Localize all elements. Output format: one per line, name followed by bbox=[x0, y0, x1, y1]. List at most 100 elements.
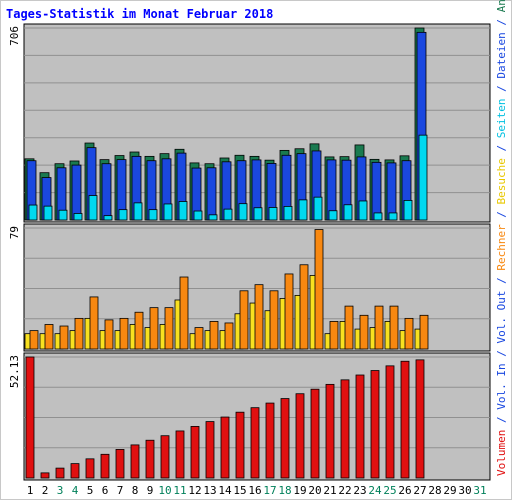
bar-volumen-day-16 bbox=[250, 407, 260, 479]
bar-volumen-day-8 bbox=[130, 444, 140, 479]
x-axis-day-labels: 1 2 3 4 5 6 7 8 9 10 11 12 13 14 15 16 17 18 19 20 21 22 23 24 2… bbox=[27, 484, 487, 497]
bar-seiten-day-4 bbox=[73, 213, 83, 221]
bar-dateien-day-4 bbox=[71, 164, 82, 221]
y-axis-max-label-bottom: 52.13 bbox=[8, 355, 21, 388]
bar-seiten-day-14 bbox=[223, 208, 233, 221]
bar-rechner-day-16 bbox=[254, 284, 264, 350]
bar-rechner-day-2 bbox=[44, 324, 54, 350]
right-axis-part-10: Seiten bbox=[495, 98, 508, 138]
day-label-11: 11 bbox=[173, 484, 186, 497]
day-label-23: 23 bbox=[353, 484, 366, 497]
bar-seiten-day-5 bbox=[88, 195, 98, 221]
day-label-13: 13 bbox=[203, 484, 216, 497]
bar-seiten-day-8 bbox=[133, 202, 143, 221]
day-label-29: 29 bbox=[443, 484, 456, 497]
bar-seiten-day-15 bbox=[238, 203, 248, 221]
bar-seiten-day-10 bbox=[163, 203, 173, 221]
bar-seiten-day-26 bbox=[403, 200, 413, 221]
day-label-1: 1 bbox=[27, 484, 34, 497]
day-label-27: 27 bbox=[413, 484, 426, 497]
bar-seiten-day-11 bbox=[178, 201, 188, 221]
day-label-19: 19 bbox=[293, 484, 306, 497]
bar-seiten-day-25 bbox=[388, 212, 398, 221]
bar-rechner-day-27 bbox=[419, 314, 429, 350]
bar-volumen-day-4 bbox=[70, 463, 80, 479]
day-label-20: 20 bbox=[308, 484, 321, 497]
bar-volumen-day-10 bbox=[160, 435, 170, 479]
bar-volumen-day-11 bbox=[175, 430, 185, 479]
bar-rechner-day-18 bbox=[284, 273, 294, 350]
day-label-21: 21 bbox=[323, 484, 336, 497]
right-axis-part-3: / bbox=[495, 344, 508, 364]
bar-volumen-day-20 bbox=[310, 388, 320, 479]
bar-rechner-day-25 bbox=[389, 305, 399, 350]
bar-volumen-day-15 bbox=[235, 411, 245, 479]
bar-seiten-day-9 bbox=[148, 209, 158, 221]
y-axis-max-label-top: 706 bbox=[8, 26, 21, 46]
bar-seiten-day-1 bbox=[28, 204, 38, 221]
bar-rechner-day-9 bbox=[149, 307, 159, 350]
bar-seiten-day-2 bbox=[43, 205, 53, 221]
day-label-4: 4 bbox=[72, 484, 79, 497]
bar-seiten-day-16 bbox=[253, 207, 263, 221]
day-label-7: 7 bbox=[117, 484, 124, 497]
bar-volumen-day-25 bbox=[385, 365, 395, 479]
day-label-5: 5 bbox=[87, 484, 94, 497]
bar-volumen-day-1 bbox=[25, 356, 35, 479]
day-label-6: 6 bbox=[102, 484, 109, 497]
day-label-14: 14 bbox=[218, 484, 232, 497]
right-axis-part-4: Vol. Out bbox=[495, 291, 508, 344]
bar-rechner-day-19 bbox=[299, 264, 309, 350]
day-label-3: 3 bbox=[57, 484, 64, 497]
bar-rechner-day-15 bbox=[239, 290, 249, 350]
bar-volumen-day-6 bbox=[100, 453, 110, 479]
bar-rechner-day-22 bbox=[344, 305, 354, 350]
bar-rechner-day-3 bbox=[59, 325, 69, 350]
bar-seiten-day-3 bbox=[58, 209, 68, 221]
day-label-10: 10 bbox=[158, 484, 171, 497]
right-axis-part-1: / bbox=[495, 410, 508, 430]
bar-volumen-day-22 bbox=[340, 379, 350, 479]
bar-seiten-day-18 bbox=[283, 206, 293, 221]
right-axis-part-7: / bbox=[495, 204, 508, 224]
right-axis-part-14: Anfragen bbox=[495, 0, 508, 12]
bar-rechner-day-4 bbox=[74, 317, 84, 350]
bar-rechner-day-12 bbox=[194, 327, 204, 350]
bar-rechner-day-10 bbox=[164, 307, 174, 350]
bar-dateien-day-24 bbox=[371, 161, 382, 221]
day-label-18: 18 bbox=[278, 484, 291, 497]
day-label-2: 2 bbox=[42, 484, 49, 497]
bar-seiten-day-21 bbox=[328, 210, 338, 221]
bar-seiten-day-23 bbox=[358, 200, 368, 221]
bar-seiten-day-7 bbox=[118, 209, 128, 221]
bar-volumen-day-3 bbox=[55, 467, 65, 479]
bar-volumen-day-19 bbox=[295, 393, 305, 479]
day-label-16: 16 bbox=[248, 484, 261, 497]
bar-volumen-day-9 bbox=[145, 439, 155, 479]
bar-rechner-day-20 bbox=[314, 229, 324, 350]
bar-volumen-day-26 bbox=[400, 360, 410, 479]
bar-rechner-day-7 bbox=[119, 317, 129, 350]
bar-volumen-day-21 bbox=[325, 383, 335, 479]
bar-volumen-day-13 bbox=[205, 421, 215, 479]
day-label-26: 26 bbox=[398, 484, 411, 497]
bar-volumen-day-14 bbox=[220, 416, 230, 479]
bar-volumen-day-27 bbox=[415, 359, 425, 479]
right-axis-part-0: Volumen bbox=[495, 430, 508, 476]
right-axis-part-5: / bbox=[495, 271, 508, 291]
right-axis-part-2: Vol. In bbox=[495, 363, 508, 409]
right-axis-part-12: Dateien bbox=[495, 32, 508, 78]
day-label-24: 24 bbox=[368, 484, 382, 497]
day-label-8: 8 bbox=[132, 484, 139, 497]
day-label-17: 17 bbox=[263, 484, 276, 497]
chart-panels: 706 79 52.13 bbox=[8, 23, 491, 481]
bar-seiten-day-24 bbox=[373, 212, 383, 221]
bar-volumen-day-2 bbox=[40, 472, 50, 479]
bar-volumen-day-12 bbox=[190, 426, 200, 479]
bar-dateien-day-6 bbox=[101, 163, 112, 221]
right-axis-part-6: Rechner bbox=[495, 224, 508, 271]
bar-rechner-day-21 bbox=[329, 321, 339, 350]
day-label-15: 15 bbox=[233, 484, 246, 497]
bar-dateien-day-25 bbox=[386, 162, 397, 221]
